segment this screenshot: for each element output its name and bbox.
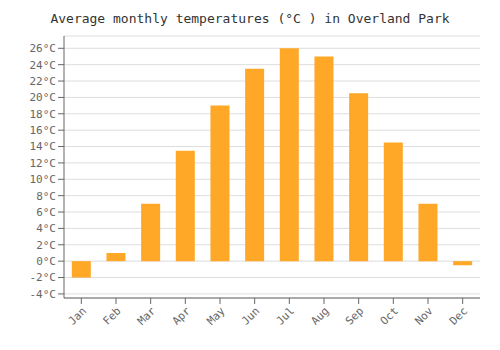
svg-text:6°C: 6°C: [36, 206, 56, 219]
svg-text:2°C: 2°C: [36, 239, 56, 252]
svg-text:10°C: 10°C: [30, 173, 57, 186]
svg-text:Jul: Jul: [274, 304, 297, 327]
svg-text:Nov: Nov: [412, 304, 436, 328]
svg-text:Dec: Dec: [447, 304, 470, 327]
html-text:Average monthly temperatures (: Average monthly temperatures (°C ) in Ov…: [50, 11, 450, 26]
svg-text:Aug: Aug: [308, 304, 331, 327]
svg-text:Sep: Sep: [343, 304, 366, 327]
svg-text:4°C: 4°C: [36, 222, 56, 235]
svg-text:0°C: 0°C: [36, 255, 56, 268]
svg-text:16°C: 16°C: [30, 124, 57, 137]
svg-text:Oct: Oct: [378, 304, 401, 327]
svg-text:22°C: 22°C: [30, 75, 57, 88]
svg-text:18°C: 18°C: [30, 108, 57, 121]
svg-text:12°C: 12°C: [30, 157, 57, 170]
svg-text:24°C: 24°C: [30, 59, 57, 72]
svg-text:8°C: 8°C: [36, 190, 56, 203]
svg-text:Apr: Apr: [170, 304, 194, 328]
svg-text:20°C: 20°C: [30, 91, 57, 104]
svg-text:Jan: Jan: [66, 304, 89, 327]
svg-text:-2°C: -2°C: [30, 271, 57, 284]
svg-text:-4°C: -4°C: [30, 288, 57, 301]
svg-text:14°C: 14°C: [30, 140, 57, 153]
svg-text:26°C: 26°C: [30, 42, 57, 55]
svg-text:May: May: [204, 304, 228, 328]
svg-text:Mar: Mar: [135, 304, 159, 328]
svg-text:Jun: Jun: [239, 304, 262, 327]
svg-text:Feb: Feb: [100, 304, 123, 327]
